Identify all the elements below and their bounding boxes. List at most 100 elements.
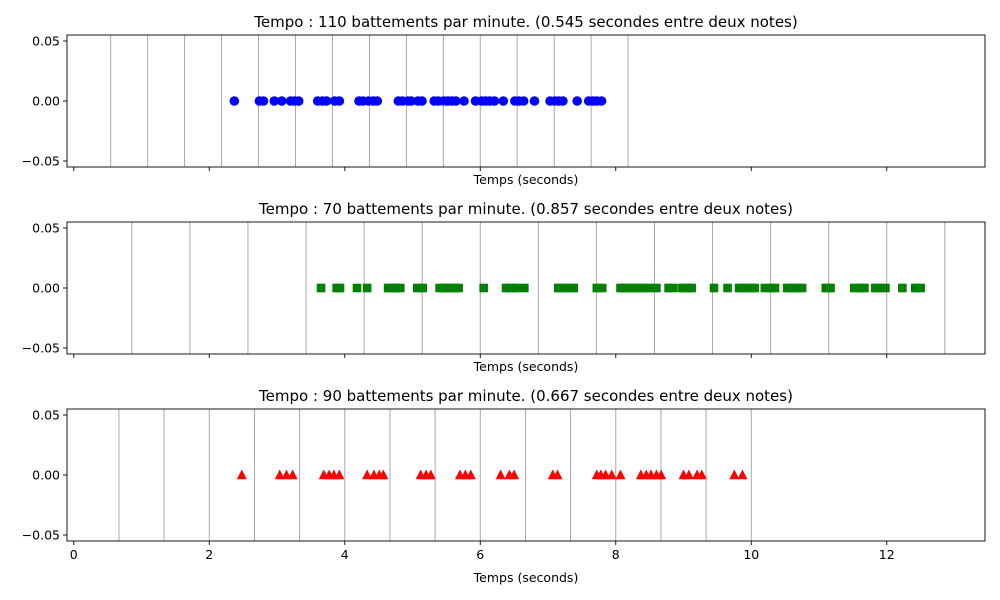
data-point	[677, 283, 687, 293]
data-point	[362, 469, 373, 480]
y-tick-label: −0.05	[22, 528, 60, 543]
data-point	[639, 283, 649, 293]
data-point	[276, 96, 287, 106]
data-point	[740, 283, 749, 293]
y-tick-label: 0.05	[32, 34, 60, 49]
data-point	[597, 283, 607, 293]
data-point	[479, 283, 488, 293]
y-tick-label: −0.05	[22, 154, 60, 169]
data-point	[451, 96, 461, 106]
data-point	[569, 283, 579, 293]
data-point	[765, 283, 775, 293]
data-point	[269, 96, 280, 106]
data-point	[489, 96, 500, 106]
data-point	[440, 283, 449, 293]
data-point	[797, 283, 807, 293]
data-point	[511, 283, 521, 293]
data-point	[444, 283, 454, 293]
data-point	[793, 283, 802, 293]
plot-area: 0.05 0.00 −0.05	[22, 34, 986, 171]
data-point	[287, 469, 298, 480]
data-point	[334, 96, 345, 106]
data-point	[435, 283, 444, 293]
data-point	[615, 469, 626, 480]
subplot-70-bpm: Tempo : 70 battements par minute. (0.857…	[22, 200, 986, 374]
x-axis-label: Temps (seconds)	[473, 359, 579, 374]
data-point	[821, 283, 831, 293]
axes-frame	[66, 408, 986, 542]
data-point	[564, 283, 573, 293]
data-point	[372, 96, 383, 106]
data-point	[335, 283, 345, 293]
data-point	[709, 283, 719, 293]
x-tick-label: 10	[743, 547, 759, 562]
data-point	[770, 283, 780, 293]
data-point	[558, 96, 568, 106]
data-point	[506, 283, 516, 293]
data-point	[652, 283, 661, 293]
data-point	[625, 283, 634, 293]
data-point	[396, 283, 405, 293]
data-point	[454, 283, 463, 293]
data-point	[669, 283, 678, 293]
data-point	[417, 96, 427, 106]
data-point	[737, 469, 748, 480]
data-point	[378, 469, 389, 480]
data-point	[425, 469, 436, 480]
data-point	[898, 283, 907, 293]
y-tick-label: 0.00	[32, 281, 60, 296]
data-point	[592, 283, 602, 293]
data-point	[293, 96, 304, 106]
data-point	[520, 283, 529, 293]
data-point	[629, 283, 639, 293]
data-point	[723, 283, 732, 293]
data-point	[870, 283, 880, 293]
chart-title: Tempo : 90 battements par minute. (0.667…	[258, 387, 793, 405]
data-point	[316, 283, 326, 293]
data-point	[916, 283, 925, 293]
x-tick-label: 8	[612, 547, 620, 562]
y-tick-label: −0.05	[22, 341, 60, 356]
data-point	[509, 469, 520, 480]
data-point	[750, 283, 759, 293]
data-point	[860, 283, 869, 293]
data-point	[459, 96, 469, 106]
data-point	[645, 283, 654, 293]
data-point	[362, 283, 372, 293]
data-point	[744, 283, 754, 293]
data-point	[418, 283, 427, 293]
y-tick-label: 0.00	[32, 468, 60, 483]
data-point	[572, 96, 582, 106]
subplot-110-bpm: Tempo : 110 battements par minute. (0.54…	[22, 13, 986, 187]
x-tick-label: 4	[341, 547, 349, 562]
y-tick-label: 0.05	[32, 221, 60, 236]
data-point	[664, 283, 673, 293]
data-point	[258, 96, 269, 106]
data-point	[855, 283, 864, 293]
data-point	[787, 283, 797, 293]
data-point	[616, 283, 625, 293]
chart-title: Tempo : 110 battements par minute. (0.54…	[253, 13, 797, 31]
data-point	[501, 283, 511, 293]
plot-area: 0.05 0.00 −0.05 0 2 4 6 8 10 12	[22, 408, 986, 562]
x-tick-label: 0	[70, 547, 78, 562]
data-point	[529, 96, 540, 106]
data-point	[687, 283, 696, 293]
data-point	[682, 283, 692, 293]
plot-area: 0.05 0.00 −0.05	[22, 221, 986, 358]
data-point	[321, 96, 332, 106]
data-point	[558, 283, 568, 293]
data-point	[881, 283, 890, 293]
x-tick-label: 6	[476, 547, 484, 562]
subplot-90-bpm: Tempo : 90 battements par minute. (0.667…	[22, 387, 986, 585]
data-point	[465, 469, 476, 480]
data-point	[518, 96, 529, 106]
x-tick-label: 2	[205, 547, 213, 562]
data-point	[696, 469, 707, 480]
data-point	[406, 96, 416, 106]
data-point	[236, 469, 247, 480]
data-point	[656, 469, 667, 480]
data-point	[552, 469, 563, 480]
data-point	[760, 283, 770, 293]
